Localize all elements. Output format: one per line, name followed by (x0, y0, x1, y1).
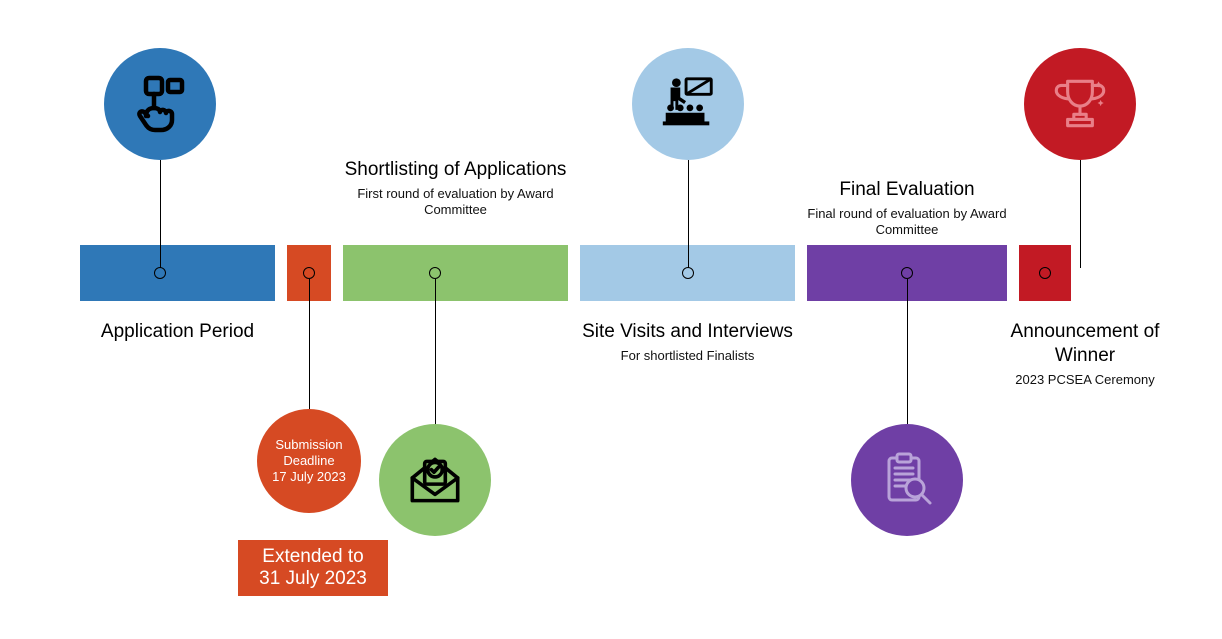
label-shortlist-main: Shortlisting of Applications (343, 158, 568, 182)
timeline-infographic: Application Period Submission Deadline 1… (0, 0, 1222, 639)
circle-application (104, 48, 216, 160)
clipboard-search-icon (875, 448, 939, 512)
presentation-icon (657, 73, 719, 135)
dot-winner (1039, 267, 1051, 279)
connector-winner (1080, 160, 1081, 268)
label-shortlist: Shortlisting of Applications First round… (343, 158, 568, 218)
label-sitevisits-main: Site Visits and Interviews (555, 320, 820, 344)
label-sitevisits: Site Visits and Interviews For shortlist… (555, 320, 820, 364)
badge-extended: Extended to 31 July 2023 (238, 540, 388, 596)
label-sitevisits-sub: For shortlisted Finalists (555, 348, 820, 364)
circle-finaleval (851, 424, 963, 536)
circle-winner (1024, 48, 1136, 160)
circle-deadline: Submission Deadline 17 July 2023 (257, 409, 361, 513)
badge-extended-text: Extended to 31 July 2023 (250, 546, 376, 590)
dot-finaleval (901, 267, 913, 279)
circle-sitevisits (632, 48, 744, 160)
connector-finaleval (907, 279, 908, 424)
label-finaleval-main: Final Evaluation (807, 178, 1007, 202)
connector-deadline (309, 279, 310, 409)
connector-shortlist (435, 279, 436, 424)
dot-application (154, 267, 166, 279)
deadline-line-2: Deadline (283, 453, 334, 469)
label-shortlist-sub: First round of evaluation by Award Commi… (343, 186, 568, 219)
bar-shortlist (343, 245, 568, 301)
deadline-line-3: 17 July 2023 (272, 469, 346, 485)
connector-sitevisits (688, 160, 689, 268)
bar-application (80, 245, 275, 301)
dot-sitevisits (682, 267, 694, 279)
envelope-check-icon (402, 447, 468, 513)
label-winner: Announcement of Winner 2023 PCSEA Ceremo… (990, 320, 1180, 388)
label-finaleval: Final Evaluation Final round of evaluati… (807, 178, 1007, 238)
label-application-main: Application Period (80, 320, 275, 344)
label-winner-sub: 2023 PCSEA Ceremony (990, 372, 1180, 388)
trophy-icon (1047, 71, 1113, 137)
deadline-line-1: Submission (275, 437, 342, 453)
touch-icon (128, 72, 192, 136)
dot-shortlist (429, 267, 441, 279)
label-application: Application Period (80, 320, 275, 344)
dot-deadline (303, 267, 315, 279)
label-finaleval-sub: Final round of evaluation by Award Commi… (807, 206, 1007, 239)
connector-application (160, 160, 161, 268)
label-winner-main: Announcement of Winner (990, 320, 1180, 368)
circle-shortlist (379, 424, 491, 536)
